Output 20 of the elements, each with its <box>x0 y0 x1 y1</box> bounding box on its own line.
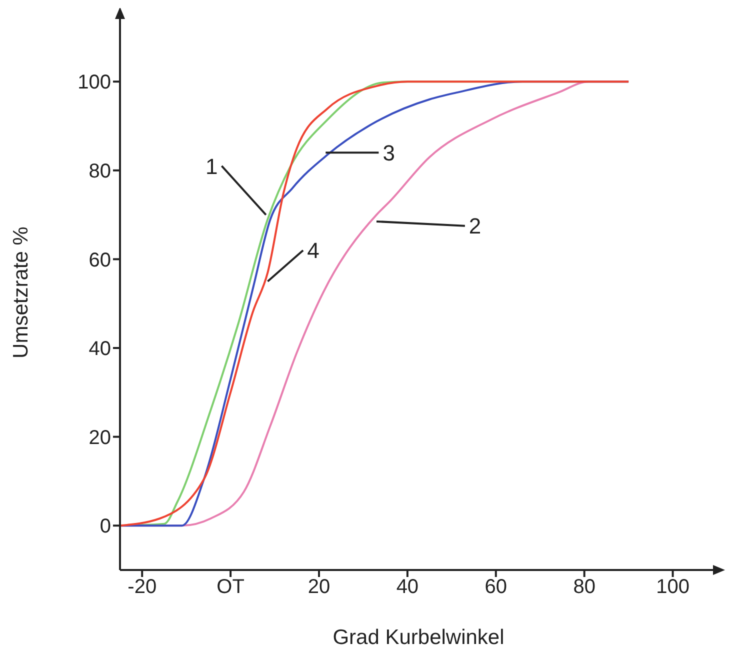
y-tick-label: 40 <box>88 338 111 360</box>
y-tick-label: 100 <box>78 72 111 94</box>
x-tick-label: OT <box>216 576 244 598</box>
x-tick-label: 60 <box>484 576 508 598</box>
annotation: 3 <box>382 140 395 166</box>
x-axis-title: Grad Kurbelwinkel <box>332 626 504 648</box>
y-tick-label: 80 <box>88 160 111 182</box>
annotation: 1 <box>205 154 218 179</box>
annotation: 4 <box>307 238 320 264</box>
x-tick-label: -20 <box>128 576 157 598</box>
y-tick-label: 20 <box>88 426 111 449</box>
x-tick-label: 80 <box>573 576 596 598</box>
y-tick-label: 0 <box>100 516 111 538</box>
annotation: 2 <box>468 214 482 239</box>
x-tick-label: 40 <box>396 576 419 598</box>
line-series <box>120 80 630 527</box>
x-tick-label: 100 <box>656 576 690 598</box>
y-tick-label: 60 <box>88 249 111 272</box>
y-axis-title: Umsetzrate % <box>9 226 32 358</box>
x-tick-label: 20 <box>308 576 330 598</box>
